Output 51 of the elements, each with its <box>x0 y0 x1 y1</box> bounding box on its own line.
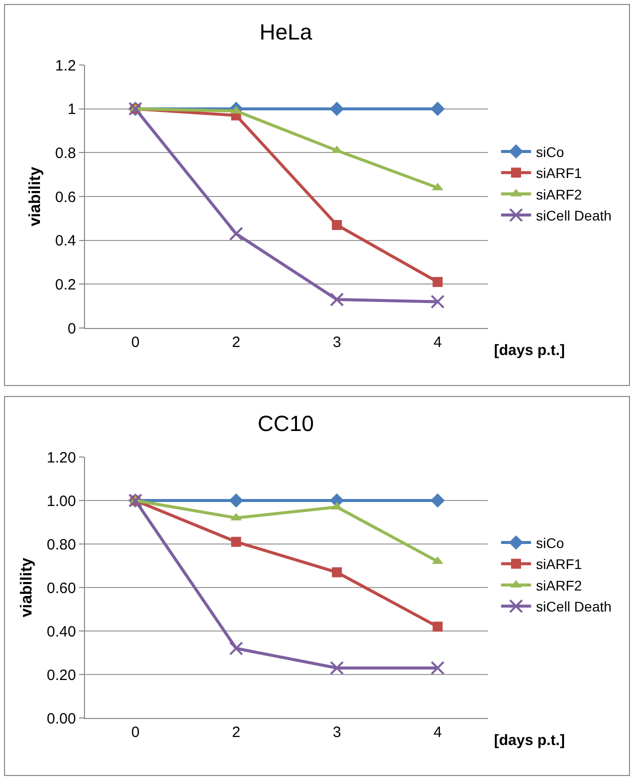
chart-title: CC10 <box>258 411 314 436</box>
point <box>229 226 244 241</box>
x-tick-label: 0 <box>131 724 140 741</box>
y-tick-label: 0.40 <box>46 623 76 640</box>
x-tick-label: 2 <box>232 724 240 741</box>
y-axis-title: viability <box>18 558 36 618</box>
legend-label: siARF2 <box>536 186 582 202</box>
point <box>330 102 344 116</box>
legend-label: siCo <box>536 535 564 552</box>
point <box>430 102 445 116</box>
y-tick-label: 0.80 <box>46 536 76 554</box>
y-tick-label: 0.4 <box>55 232 76 250</box>
point <box>332 567 342 578</box>
y-tick-label: 1 <box>68 101 76 118</box>
x-tick-label: 3 <box>332 334 342 351</box>
y-tick-label: 1.20 <box>46 449 76 466</box>
x-tick-label: 0 <box>131 334 140 351</box>
point <box>430 660 445 675</box>
y-tick-label: 1.00 <box>46 492 76 510</box>
x-tick-label: 4 <box>433 334 442 351</box>
point <box>430 493 445 508</box>
point <box>332 220 342 230</box>
x-axis-title: [days p.t.] <box>494 732 565 749</box>
y-axis-title: viability <box>27 166 44 226</box>
legend-label: siARF1 <box>536 556 582 572</box>
x-tick-label: 2 <box>232 334 240 351</box>
y-tick-label: 0.8 <box>55 144 76 162</box>
point <box>231 536 242 547</box>
legend-label: siARF2 <box>536 577 582 594</box>
point <box>432 276 443 287</box>
x-tick-label: 3 <box>332 724 342 741</box>
x-tick-label: 4 <box>433 724 442 741</box>
point <box>229 641 244 656</box>
point <box>330 660 344 675</box>
y-tick-label: 0.00 <box>46 710 76 728</box>
legend-label: siCell Death <box>536 208 612 224</box>
point <box>432 622 443 632</box>
legend-label: siCo <box>536 144 564 160</box>
point <box>330 292 344 307</box>
y-tick-label: 0.6 <box>55 188 76 206</box>
y-tick-label: 0.60 <box>46 580 76 597</box>
point <box>228 493 244 508</box>
legend-label: siARF1 <box>536 165 582 182</box>
y-tick-label: 0 <box>68 320 76 338</box>
x-axis-title: [days p.t.] <box>494 342 565 359</box>
chart-title: HeLa <box>260 19 313 44</box>
y-tick-label: 1.2 <box>55 57 76 74</box>
legend-label: siCell Death <box>536 598 612 615</box>
point <box>430 294 445 309</box>
y-tick-label: 0.20 <box>46 666 76 684</box>
y-tick-label: 0.2 <box>55 276 76 294</box>
